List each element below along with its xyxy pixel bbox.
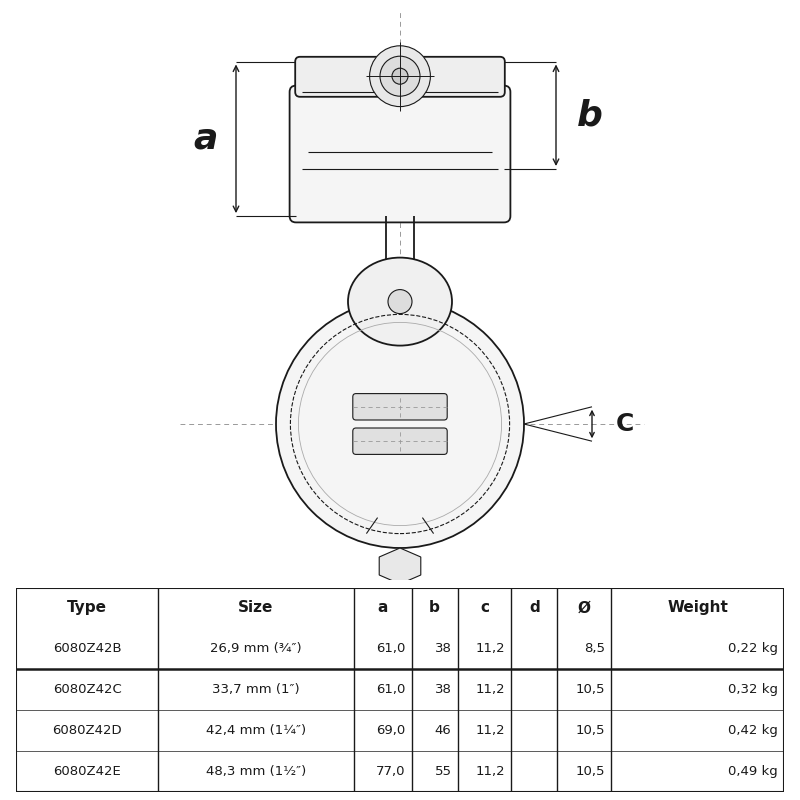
Text: 6080Z42D: 6080Z42D (52, 724, 122, 737)
Text: 77,0: 77,0 (376, 765, 406, 778)
Text: b: b (429, 600, 440, 615)
Text: 8,5: 8,5 (584, 642, 605, 655)
Text: Ø: Ø (578, 600, 591, 615)
Text: 10,5: 10,5 (575, 683, 605, 696)
Text: 38: 38 (434, 683, 451, 696)
Text: Weight: Weight (667, 600, 728, 615)
Text: 11,2: 11,2 (475, 642, 506, 655)
Text: 48,3 mm (1½″): 48,3 mm (1½″) (206, 765, 306, 778)
Ellipse shape (392, 68, 408, 84)
Text: 0,32 kg: 0,32 kg (728, 683, 778, 696)
Ellipse shape (276, 300, 524, 548)
Text: a: a (378, 600, 388, 615)
Text: 26,9 mm (¾″): 26,9 mm (¾″) (210, 642, 302, 655)
Text: b: b (577, 98, 602, 132)
Text: a: a (194, 122, 218, 156)
FancyBboxPatch shape (353, 394, 447, 420)
Text: 33,7 mm (1″): 33,7 mm (1″) (212, 683, 300, 696)
Text: c: c (480, 600, 489, 615)
Ellipse shape (388, 290, 412, 314)
Text: 0,49 kg: 0,49 kg (728, 765, 778, 778)
Text: 11,2: 11,2 (475, 724, 506, 737)
Text: 6080Z42C: 6080Z42C (53, 683, 122, 696)
Ellipse shape (348, 258, 452, 346)
Text: Type: Type (67, 600, 107, 615)
Text: 61,0: 61,0 (376, 642, 406, 655)
Polygon shape (379, 548, 421, 584)
Text: Size: Size (238, 600, 274, 615)
Text: 69,0: 69,0 (376, 724, 406, 737)
Text: 10,5: 10,5 (575, 765, 605, 778)
FancyBboxPatch shape (290, 86, 510, 222)
Text: 11,2: 11,2 (475, 683, 506, 696)
Text: 6080Z42B: 6080Z42B (53, 642, 122, 655)
Text: 61,0: 61,0 (376, 683, 406, 696)
Text: d: d (529, 600, 540, 615)
Text: 11,2: 11,2 (475, 765, 506, 778)
Text: C: C (616, 412, 634, 436)
Ellipse shape (370, 46, 430, 106)
FancyBboxPatch shape (353, 428, 447, 454)
Text: 6080Z42E: 6080Z42E (53, 765, 121, 778)
Ellipse shape (380, 56, 420, 96)
Text: 46: 46 (434, 724, 451, 737)
Text: 55: 55 (434, 765, 451, 778)
Text: 42,4 mm (1¼″): 42,4 mm (1¼″) (206, 724, 306, 737)
Text: 0,22 kg: 0,22 kg (728, 642, 778, 655)
FancyBboxPatch shape (295, 57, 505, 97)
Text: 10,5: 10,5 (575, 724, 605, 737)
Text: 0,42 kg: 0,42 kg (728, 724, 778, 737)
Text: 38: 38 (434, 642, 451, 655)
